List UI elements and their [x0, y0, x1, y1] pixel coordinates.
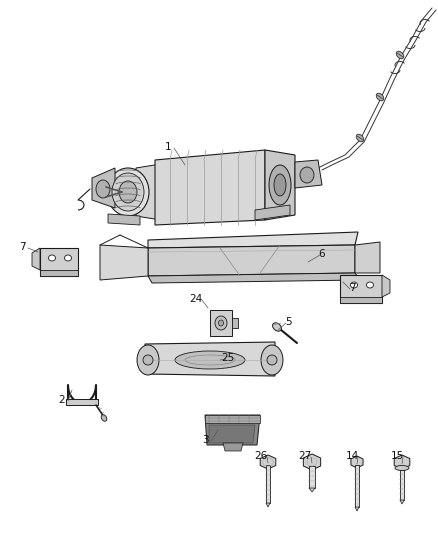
Text: 5: 5 — [285, 317, 291, 327]
Ellipse shape — [367, 282, 374, 288]
Polygon shape — [265, 150, 295, 220]
Polygon shape — [382, 275, 390, 297]
Ellipse shape — [261, 345, 283, 375]
Polygon shape — [32, 248, 40, 270]
Ellipse shape — [101, 415, 107, 421]
Polygon shape — [309, 488, 315, 492]
Ellipse shape — [49, 255, 56, 261]
Polygon shape — [351, 456, 363, 468]
Polygon shape — [355, 507, 359, 511]
Ellipse shape — [396, 51, 404, 59]
Polygon shape — [145, 342, 275, 376]
Text: 15: 15 — [390, 451, 404, 461]
Ellipse shape — [215, 316, 227, 330]
Ellipse shape — [107, 168, 149, 216]
Polygon shape — [205, 415, 260, 423]
Polygon shape — [340, 297, 382, 303]
Ellipse shape — [219, 320, 223, 326]
Polygon shape — [340, 275, 382, 303]
Polygon shape — [148, 232, 358, 248]
Polygon shape — [136, 162, 173, 222]
Polygon shape — [295, 160, 322, 188]
Polygon shape — [232, 318, 238, 328]
Polygon shape — [40, 248, 78, 276]
Text: 26: 26 — [254, 451, 268, 461]
Polygon shape — [400, 470, 404, 500]
Polygon shape — [394, 455, 410, 469]
Ellipse shape — [350, 282, 357, 288]
Ellipse shape — [267, 355, 277, 365]
Polygon shape — [223, 443, 243, 451]
Ellipse shape — [112, 173, 144, 211]
Text: 24: 24 — [189, 294, 203, 304]
Polygon shape — [205, 415, 260, 445]
Polygon shape — [40, 270, 78, 276]
Polygon shape — [400, 500, 404, 504]
Polygon shape — [148, 273, 360, 283]
Polygon shape — [66, 399, 98, 405]
Polygon shape — [148, 245, 355, 276]
Polygon shape — [155, 150, 265, 225]
Ellipse shape — [269, 165, 291, 205]
Ellipse shape — [274, 174, 286, 196]
Ellipse shape — [137, 345, 159, 375]
Text: 3: 3 — [201, 435, 208, 445]
Polygon shape — [92, 168, 115, 208]
Polygon shape — [266, 465, 270, 503]
Text: 27: 27 — [298, 451, 311, 461]
Text: 7: 7 — [19, 242, 25, 252]
Polygon shape — [209, 425, 255, 443]
Text: 14: 14 — [346, 451, 359, 461]
Ellipse shape — [356, 134, 364, 142]
Ellipse shape — [143, 355, 153, 365]
Text: 1: 1 — [165, 142, 171, 152]
Polygon shape — [355, 242, 380, 273]
Polygon shape — [266, 503, 270, 507]
Ellipse shape — [272, 323, 282, 331]
Ellipse shape — [376, 93, 384, 101]
Polygon shape — [355, 465, 359, 507]
Polygon shape — [100, 245, 148, 280]
Polygon shape — [304, 454, 321, 470]
Text: 2: 2 — [59, 395, 65, 405]
Text: 7: 7 — [349, 283, 355, 293]
Polygon shape — [255, 205, 290, 220]
Ellipse shape — [64, 255, 71, 261]
Ellipse shape — [395, 465, 409, 471]
Ellipse shape — [96, 180, 110, 198]
Text: 25: 25 — [221, 353, 235, 363]
Ellipse shape — [119, 181, 137, 203]
Polygon shape — [108, 214, 140, 225]
Ellipse shape — [300, 167, 314, 183]
Text: 6: 6 — [319, 249, 325, 259]
Polygon shape — [309, 466, 315, 488]
Polygon shape — [260, 455, 276, 469]
Polygon shape — [210, 310, 232, 336]
Ellipse shape — [175, 351, 245, 369]
